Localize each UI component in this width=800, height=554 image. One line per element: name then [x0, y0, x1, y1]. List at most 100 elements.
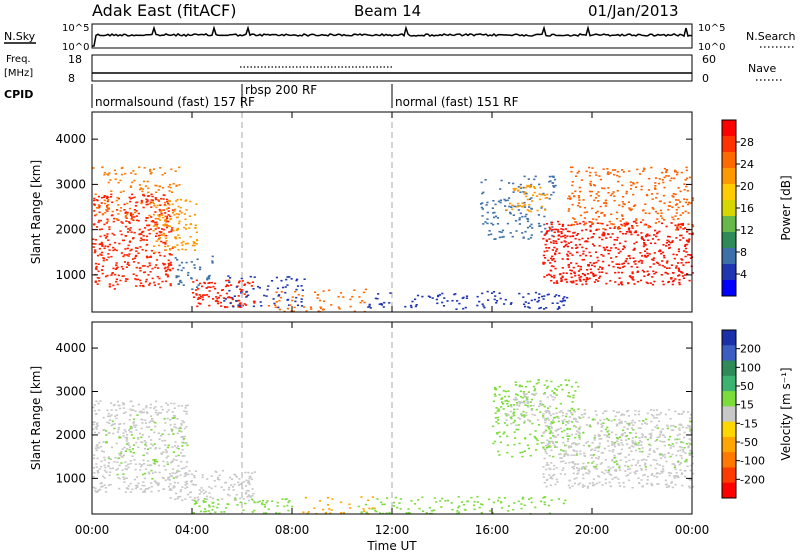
data-cell [579, 222, 582, 225]
data-cell [506, 199, 509, 202]
data-cell [228, 476, 232, 479]
data-cell [548, 428, 551, 430]
data-cell [131, 448, 134, 450]
data-cell [650, 474, 653, 476]
data-cell [443, 297, 446, 299]
data-cell [650, 409, 653, 411]
data-cell [504, 298, 507, 301]
data-cell [525, 414, 528, 416]
data-cell [621, 283, 624, 286]
data-cell [620, 448, 623, 451]
data-cell [625, 475, 628, 477]
data-cell [680, 424, 683, 427]
data-cell [608, 449, 611, 452]
data-cell [670, 278, 673, 280]
data-cell [596, 256, 599, 259]
data-cell [158, 251, 161, 254]
data-cell [597, 433, 600, 436]
data-cell [93, 203, 96, 205]
data-cell [618, 469, 622, 471]
data-cell [417, 499, 420, 501]
data-cell [598, 445, 601, 447]
data-cell [606, 224, 609, 227]
data-cell [572, 280, 575, 282]
colorbar-swatch [722, 264, 736, 281]
data-cell [545, 307, 548, 309]
data-cell [632, 428, 635, 431]
data-cell [570, 412, 573, 414]
data-cell [98, 219, 101, 222]
data-cell [112, 220, 115, 223]
data-cell [188, 470, 191, 472]
data-cell [130, 172, 133, 174]
data-cell [632, 257, 635, 259]
data-cell [570, 461, 574, 463]
data-cell [192, 512, 196, 514]
data-cell [231, 297, 234, 299]
data-cell [183, 410, 186, 412]
data-cell [561, 267, 564, 269]
data-cell [122, 432, 125, 434]
data-cell [124, 235, 128, 237]
data-cell [456, 300, 459, 302]
data-cell [527, 210, 531, 212]
data-cell [640, 479, 643, 481]
data-cell [662, 468, 665, 470]
data-cell [545, 485, 548, 488]
data-cell [330, 304, 333, 306]
data-cell [131, 197, 134, 199]
data-cell [189, 223, 192, 226]
noise-sky-line [92, 25, 693, 47]
data-cell [612, 223, 615, 225]
data-cell [547, 464, 550, 466]
data-cell [377, 293, 380, 295]
data-cell [555, 282, 558, 284]
data-cell [123, 422, 126, 425]
data-cell [230, 284, 233, 286]
data-cell [512, 421, 515, 424]
data-cell [155, 400, 158, 403]
data-cell [518, 223, 521, 225]
data-cell [242, 481, 245, 483]
data-cell [554, 429, 557, 432]
data-cell [253, 471, 256, 473]
data-cell [130, 434, 133, 436]
data-cell [550, 499, 553, 501]
data-cell [473, 500, 476, 503]
data-cell [107, 239, 110, 241]
data-cell [546, 443, 549, 445]
data-cell [186, 444, 189, 447]
data-cell [594, 274, 597, 277]
scatter-region [367, 290, 569, 310]
data-cell [562, 304, 565, 306]
data-cell [552, 392, 556, 394]
data-cell [552, 441, 555, 443]
data-cell [300, 298, 303, 300]
data-cell [546, 193, 549, 196]
data-cell [121, 456, 124, 458]
data-cell [633, 421, 636, 424]
data-cell [550, 269, 553, 272]
data-cell [154, 211, 157, 213]
data-cell [689, 430, 692, 432]
data-cell [214, 511, 217, 513]
data-cell [273, 302, 276, 305]
data-cell [133, 179, 136, 182]
data-cell [101, 272, 104, 275]
data-cell [686, 203, 690, 206]
data-cell [616, 263, 619, 265]
data-cell [159, 286, 162, 289]
data-cell [294, 290, 297, 293]
data-cell [623, 486, 626, 488]
data-cell [361, 300, 364, 302]
data-cell [602, 246, 605, 249]
data-cell [565, 281, 569, 283]
data-cell [369, 307, 372, 309]
data-cell [512, 398, 516, 401]
data-cell [663, 202, 666, 205]
data-cell [687, 201, 691, 204]
data-cell [496, 416, 499, 419]
data-cell [649, 242, 652, 245]
data-cell [637, 413, 640, 416]
data-cell [331, 498, 334, 500]
